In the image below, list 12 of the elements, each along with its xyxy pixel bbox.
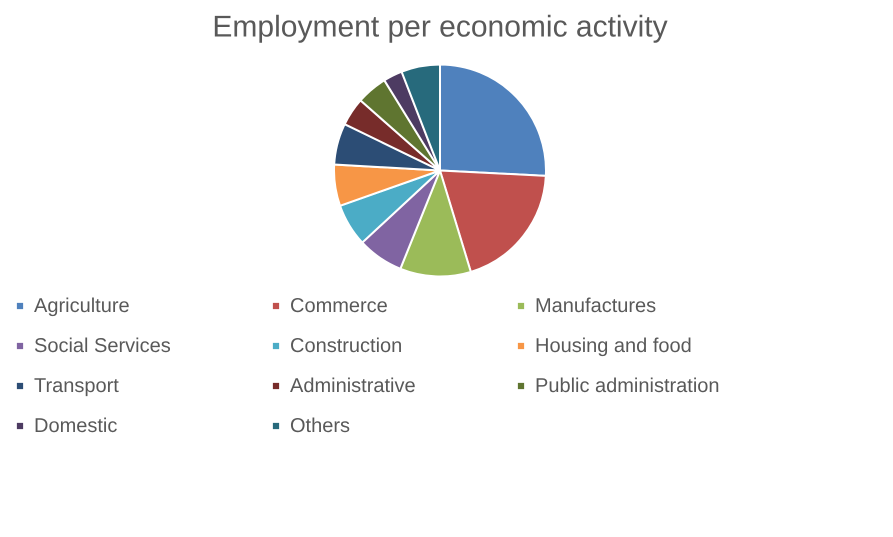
- legend-label: Transport: [34, 375, 120, 397]
- legend-label: Others: [290, 415, 350, 437]
- legend-label: Agriculture: [34, 295, 130, 317]
- chart-title: Employment per economic activity: [212, 10, 668, 44]
- legend-label: Social Services: [34, 335, 171, 357]
- legend-label: Domestic: [34, 415, 118, 437]
- legend-label: Construction: [290, 335, 402, 357]
- legend-label: Commerce: [290, 295, 388, 317]
- legend-label: Manufactures: [535, 295, 656, 317]
- legend-label: Public administration: [535, 375, 720, 397]
- legend-label: Administrative: [290, 375, 416, 397]
- legend-label: Housing and food: [535, 335, 692, 357]
